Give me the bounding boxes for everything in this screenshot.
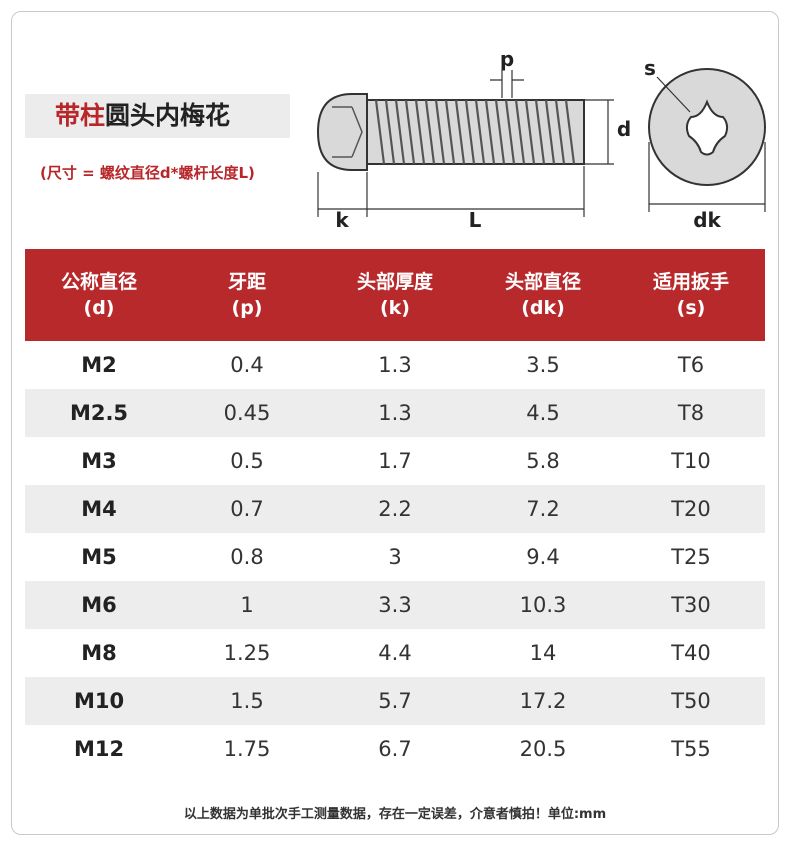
screw-head-shape — [316, 93, 368, 171]
torx-recess-icon — [685, 99, 729, 156]
cell-wrench: T10 — [671, 449, 711, 473]
table-row: M8 1.25 4.4 14 T40 — [25, 629, 765, 677]
table-row: M3 0.5 1.7 5.8 T10 — [25, 437, 765, 485]
cell-diameter: M4 — [81, 497, 117, 521]
header-name: 头部厚度 — [356, 271, 433, 293]
label-L: L — [469, 208, 482, 232]
cell-head-diameter: 7.2 — [526, 497, 560, 521]
table-row: M6 1 3.3 10.3 T30 — [25, 581, 765, 629]
cell-head-diameter: 3.5 — [526, 353, 560, 377]
cell-head-thickness: 1.3 — [378, 353, 412, 377]
header-head-diameter: 头部直径 (dk) — [469, 249, 617, 341]
cell-head-diameter: 9.4 — [526, 545, 560, 569]
cell-diameter: M5 — [81, 545, 117, 569]
cell-head-diameter: 20.5 — [519, 737, 567, 761]
cell-pitch: 1 — [240, 593, 254, 617]
cell-pitch: 0.45 — [223, 401, 271, 425]
measurement-disclaimer: 以上数据为单批次手工测量数据，存在一定误差，介意者慎拍！单位:mm — [183, 807, 607, 822]
label-p: p — [500, 47, 514, 71]
cell-diameter: M3 — [81, 449, 117, 473]
header-symbol: (s) — [676, 297, 706, 319]
table-row: M10 1.5 5.7 17.2 T50 — [25, 677, 765, 725]
label-dk: dk — [693, 208, 721, 232]
cell-head-thickness: 2.2 — [378, 497, 412, 521]
table-body: M2 0.4 1.3 3.5 T6 M2.5 0.45 1.3 4.5 T8 M… — [25, 341, 765, 773]
cell-head-diameter: 4.5 — [526, 401, 560, 425]
s-leader — [656, 76, 691, 113]
header-wrench: 适用扳手 (s) — [617, 249, 765, 341]
label-k: k — [335, 208, 349, 232]
cell-pitch: 0.4 — [230, 353, 264, 377]
cell-head-diameter: 14 — [529, 641, 557, 665]
table-row: M4 0.7 2.2 7.2 T20 — [25, 485, 765, 533]
cell-pitch: 0.5 — [230, 449, 264, 473]
cell-head-diameter: 5.8 — [526, 449, 560, 473]
cell-wrench: T55 — [671, 737, 711, 761]
header-name: 公称直径 — [60, 271, 137, 293]
length-dimension — [317, 166, 585, 217]
cell-head-thickness: 4.4 — [378, 641, 412, 665]
header-symbol: (k) — [379, 297, 410, 319]
cell-pitch: 0.7 — [230, 497, 264, 521]
header-symbol: (p) — [231, 297, 263, 319]
cell-pitch: 1.5 — [230, 689, 264, 713]
header-diameter: 公称直径 (d) — [25, 249, 173, 341]
cell-diameter: M2.5 — [69, 401, 129, 425]
label-d: d — [617, 117, 631, 141]
title-highlight: 带柱 — [55, 101, 106, 130]
cell-wrench: T8 — [677, 401, 705, 425]
cell-diameter: M2 — [81, 353, 117, 377]
recess-lines — [332, 106, 363, 158]
header-name: 适用扳手 — [652, 271, 729, 293]
cell-head-thickness: 6.7 — [378, 737, 412, 761]
header-name: 头部直径 — [504, 271, 581, 293]
label-s: s — [644, 56, 656, 80]
table-row: M5 0.8 3 9.4 T25 — [25, 533, 765, 581]
cell-pitch: 1.25 — [223, 641, 271, 665]
product-title: 带柱圆头内梅花 — [25, 94, 290, 138]
diameter-dimension — [584, 99, 614, 165]
thread-lines — [374, 99, 576, 165]
header-pitch: 牙距 (p) — [173, 249, 321, 341]
cell-wrench: T25 — [671, 545, 711, 569]
size-formula: (尺寸 = 螺纹直径d*螺杆长度L) — [40, 164, 255, 182]
cell-diameter: M10 — [73, 689, 125, 713]
cell-head-thickness: 1.7 — [378, 449, 412, 473]
header-name: 牙距 — [227, 271, 266, 293]
header-symbol: (d) — [83, 297, 115, 319]
table-header: 公称直径 (d) 牙距 (p) 头部厚度 (k) 头部直径 (dk) 适用扳手 (s) — [25, 249, 765, 341]
cell-pitch: 1.75 — [223, 737, 271, 761]
cell-wrench: T50 — [671, 689, 711, 713]
title-main: 圆头内梅花 — [105, 101, 231, 130]
screw-diagram: p d k L s dk — [316, 47, 766, 232]
header-head-thickness: 头部厚度 (k) — [321, 249, 469, 341]
cell-head-thickness: 1.3 — [378, 401, 412, 425]
cell-diameter: M12 — [73, 737, 125, 761]
cell-head-thickness: 5.7 — [378, 689, 412, 713]
cell-wrench: T6 — [677, 353, 705, 377]
header-symbol: (dk) — [521, 297, 565, 319]
pitch-dimension — [490, 70, 524, 98]
table-row: M12 1.75 6.7 20.5 T55 — [25, 725, 765, 773]
cell-wrench: T20 — [671, 497, 711, 521]
cell-diameter: M6 — [81, 593, 117, 617]
spec-card: 带柱圆头内梅花 (尺寸 = 螺纹直径d*螺杆长度L) p — [11, 11, 779, 835]
cell-head-diameter: 10.3 — [519, 593, 567, 617]
table-row: M2 0.4 1.3 3.5 T6 — [25, 341, 765, 389]
cell-head-thickness: 3 — [388, 545, 402, 569]
table-row: M2.5 0.45 1.3 4.5 T8 — [25, 389, 765, 437]
cell-diameter: M8 — [81, 641, 117, 665]
cell-pitch: 0.8 — [230, 545, 264, 569]
cell-wrench: T40 — [671, 641, 711, 665]
cell-wrench: T30 — [671, 593, 711, 617]
cell-head-diameter: 17.2 — [519, 689, 567, 713]
dk-dimension — [648, 142, 766, 212]
cell-head-thickness: 3.3 — [378, 593, 412, 617]
